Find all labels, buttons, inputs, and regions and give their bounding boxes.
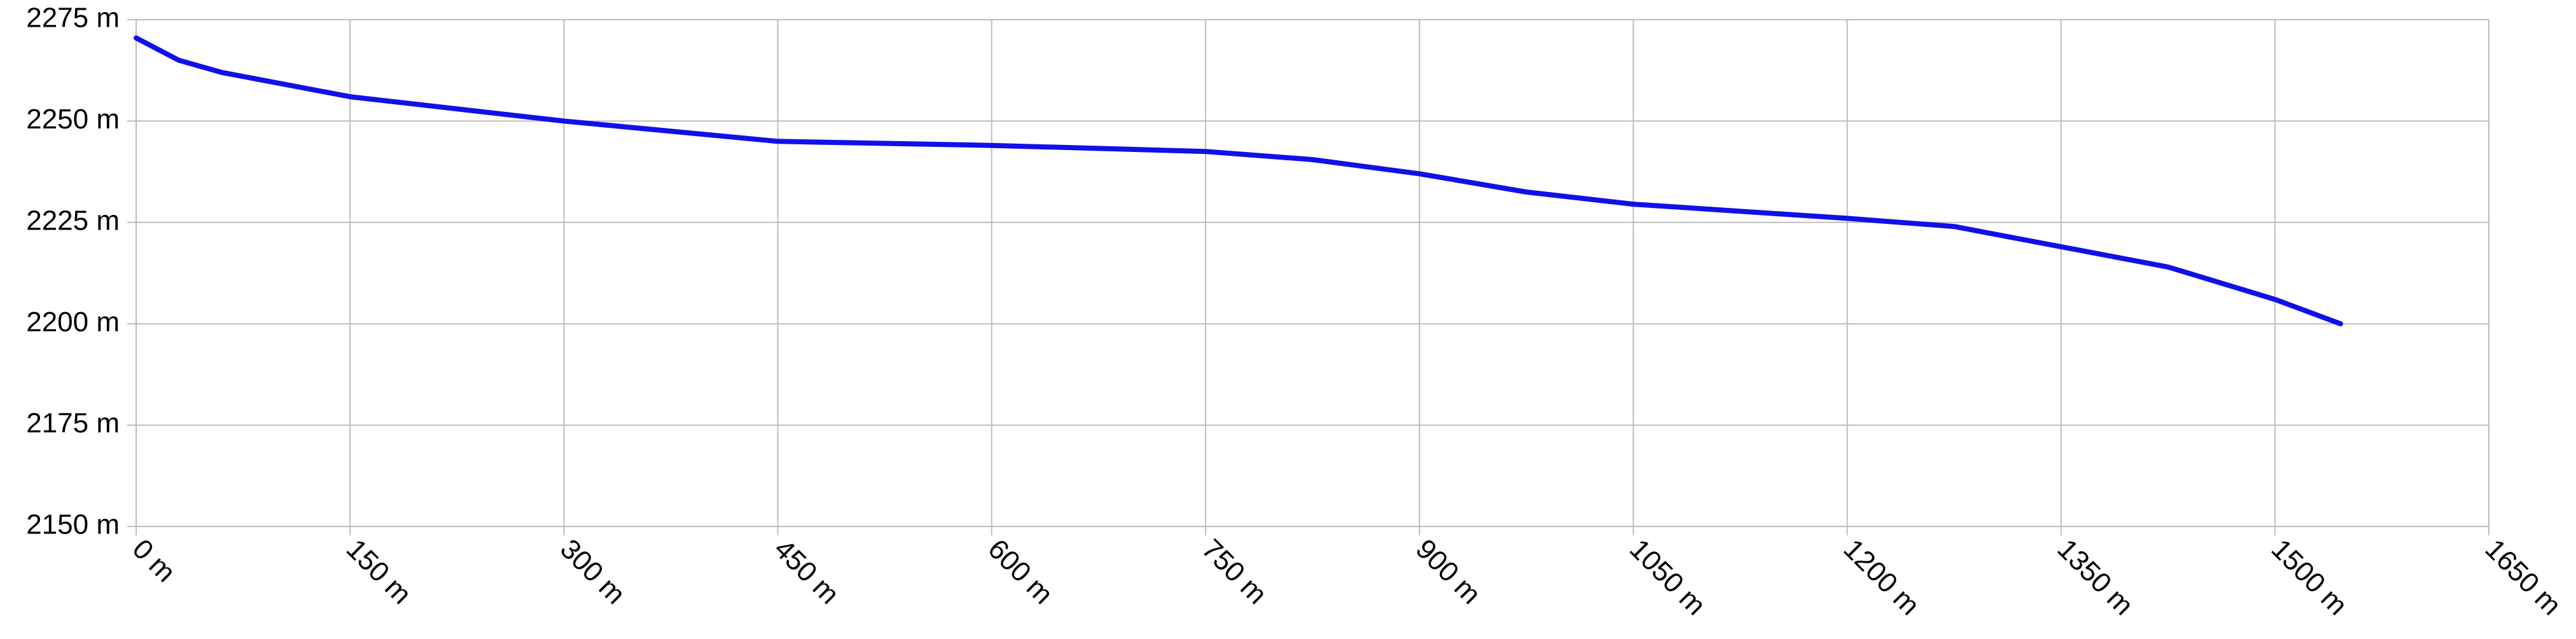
y-tick-label: 2225 m <box>26 205 120 236</box>
y-tick-label: 2175 m <box>26 408 120 439</box>
x-tick-label: 900 m <box>1410 533 1487 610</box>
x-tick-label: 1650 m <box>2479 533 2567 621</box>
x-tick-label: 1350 m <box>2051 533 2139 621</box>
x-tick-label: 750 m <box>1196 533 1273 610</box>
y-tick-label: 2275 m <box>26 3 120 34</box>
x-tick-label: 1050 m <box>1624 533 1711 621</box>
y-tick-label: 2150 m <box>26 509 120 540</box>
x-tick-label: 300 m <box>554 533 631 610</box>
x-tick-label: 150 m <box>340 533 417 610</box>
x-tick-label: 0 m <box>127 533 182 589</box>
elevation-line <box>134 35 2343 327</box>
y-tick-label: 2250 m <box>26 104 120 135</box>
x-tick-label: 450 m <box>768 533 845 610</box>
x-tick-label: 1200 m <box>1837 533 1925 621</box>
y-tick-label: 2200 m <box>26 306 120 338</box>
x-tick-label: 600 m <box>982 533 1059 610</box>
x-tick-label: 1500 m <box>2266 533 2353 621</box>
